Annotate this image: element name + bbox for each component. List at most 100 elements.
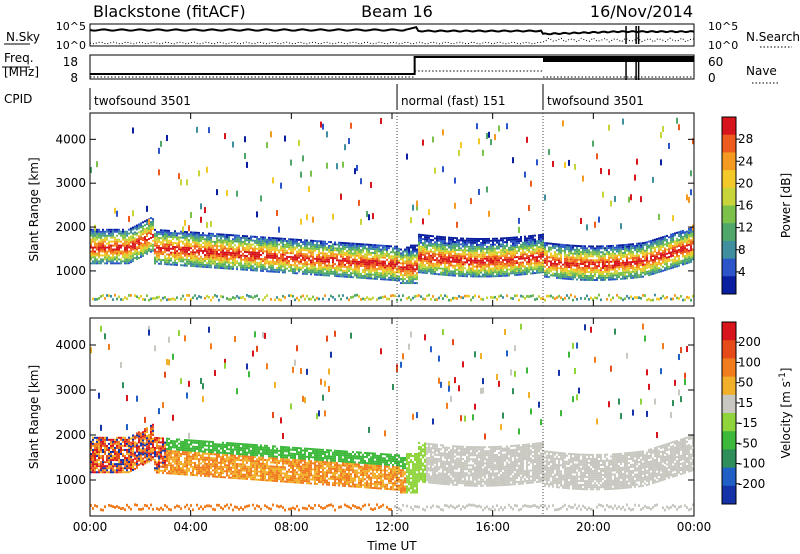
heatmap-cell xyxy=(392,259,394,262)
heatmap-cell xyxy=(304,245,306,248)
heatmap-cell xyxy=(512,246,514,249)
heatmap-cell xyxy=(592,247,594,250)
heatmap-cell xyxy=(194,253,196,256)
heatmap-cell xyxy=(476,249,478,252)
heatmap-cell xyxy=(614,268,616,271)
heatmap-cell xyxy=(618,248,620,251)
heatmap-cell xyxy=(590,255,592,258)
heatmap-cell xyxy=(284,251,286,254)
heatmap-cell xyxy=(358,256,360,259)
heatmap-cell xyxy=(116,252,118,255)
heatmap-cell xyxy=(528,241,530,244)
heatmap-cell xyxy=(312,259,314,262)
heatmap-cell xyxy=(384,274,386,277)
heatmap-cell xyxy=(420,241,422,244)
heatmap-cell xyxy=(354,252,356,255)
heatmap-cell xyxy=(348,244,350,247)
heatmap-cell xyxy=(126,240,128,243)
heatmap-cell xyxy=(386,264,388,267)
heatmap-cell xyxy=(246,251,248,254)
heatmap-cell xyxy=(668,252,670,255)
heatmap-cell xyxy=(626,269,628,272)
heatmap-cell xyxy=(540,235,542,238)
heatmap-cell xyxy=(662,269,664,272)
heatmap-cell xyxy=(410,217,412,224)
heatmap-cell xyxy=(288,261,290,264)
heatmap-cell xyxy=(416,282,418,285)
heatmap-cell xyxy=(150,225,152,228)
heatmap-cell xyxy=(196,249,198,252)
heatmap-cell xyxy=(238,262,240,265)
heatmap-cell xyxy=(228,241,230,244)
heatmap-cell xyxy=(132,236,134,239)
heatmap-cell xyxy=(530,240,532,243)
heatmap-cell xyxy=(356,260,358,263)
heatmap-cell xyxy=(132,226,134,229)
heatmap-cell xyxy=(368,247,370,250)
heatmap-cell xyxy=(394,294,396,298)
heatmap-cell xyxy=(452,274,454,277)
heatmap-cell xyxy=(590,251,592,254)
heatmap-cell xyxy=(168,247,170,250)
heatmap-cell xyxy=(480,238,482,240)
heatmap-cell xyxy=(178,252,180,255)
cpid-label: CPID xyxy=(4,92,32,106)
heatmap-cell xyxy=(406,270,408,273)
heatmap-cell xyxy=(216,247,218,249)
heatmap-cell xyxy=(146,233,148,236)
heatmap-cell xyxy=(342,251,344,254)
heatmap-cell xyxy=(174,234,176,237)
heatmap-cell xyxy=(234,260,236,263)
heatmap-cell xyxy=(102,294,104,297)
heatmap-cell xyxy=(600,251,602,254)
heatmap-cell xyxy=(366,251,368,254)
heatmap-cell xyxy=(158,169,160,176)
heatmap-cell xyxy=(598,293,600,297)
heatmap-cell xyxy=(424,267,426,270)
heatmap-cell xyxy=(576,244,578,247)
heatmap-cell xyxy=(402,256,404,259)
heatmap-cell xyxy=(352,272,354,275)
heatmap-cell xyxy=(434,265,436,267)
heatmap-cell xyxy=(326,248,328,251)
heatmap-cell xyxy=(98,236,100,239)
heatmap-cell xyxy=(596,267,598,270)
heatmap-cell xyxy=(260,240,262,243)
heatmap-cell xyxy=(578,266,580,269)
heatmap-cell xyxy=(412,280,414,283)
heatmap-cell xyxy=(278,263,280,266)
heatmap-cell xyxy=(186,240,188,243)
heatmap-cell xyxy=(210,246,212,249)
heatmap-cell xyxy=(268,252,270,255)
heatmap-cell xyxy=(264,240,266,243)
heatmap-cell xyxy=(382,264,384,267)
heatmap-cell xyxy=(454,254,456,257)
heatmap-cell xyxy=(318,262,320,264)
heatmap-cell xyxy=(156,234,158,237)
heatmap-cell xyxy=(282,239,284,242)
heatmap-cell xyxy=(316,244,318,247)
heatmap-cell xyxy=(662,261,664,264)
heatmap-cell xyxy=(544,259,546,262)
heatmap-cell xyxy=(366,263,368,266)
heatmap-cell xyxy=(546,254,548,257)
heatmap-cell xyxy=(134,227,136,230)
heatmap-cell xyxy=(284,135,286,142)
heatmap-cell xyxy=(94,244,96,247)
heatmap-cell xyxy=(200,263,202,266)
heatmap-cell xyxy=(428,238,430,241)
heatmap-cell xyxy=(584,274,586,277)
heatmap-cell xyxy=(368,249,370,252)
heatmap-cell xyxy=(400,274,402,277)
heatmap-cell xyxy=(644,241,646,244)
heatmap-cell xyxy=(632,257,634,259)
heatmap-cell xyxy=(246,235,248,238)
heatmap-cell xyxy=(370,253,372,256)
heatmap-cell xyxy=(162,235,164,238)
heatmap-cell xyxy=(552,160,554,167)
heatmap-cell xyxy=(144,298,146,301)
heatmap-cell xyxy=(214,244,216,247)
heatmap-cell xyxy=(266,260,268,263)
heatmap-cell xyxy=(606,270,608,273)
heatmap-cell xyxy=(282,245,284,248)
